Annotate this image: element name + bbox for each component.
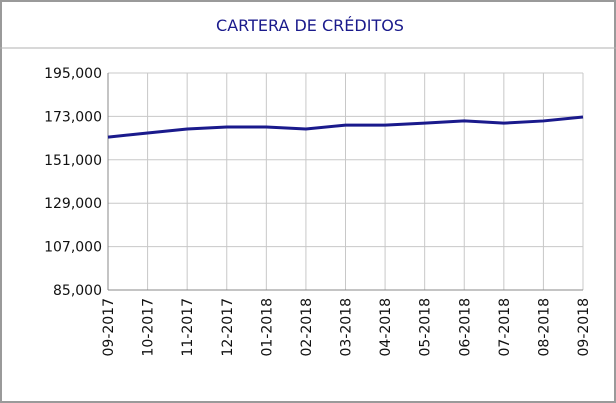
x-tick-label: 07-2018 bbox=[497, 298, 513, 357]
x-tick-label: 01-2018 bbox=[259, 298, 275, 357]
x-tick-label: 08-2018 bbox=[536, 298, 552, 357]
chart-title: CARTERA DE CRÉDITOS bbox=[216, 16, 404, 35]
x-tick-label: 03-2018 bbox=[339, 298, 355, 357]
x-tick-label: 04-2018 bbox=[378, 298, 394, 357]
x-tick-label: 02-2018 bbox=[299, 298, 315, 357]
y-tick-label: 107,000 bbox=[44, 240, 102, 256]
line-series bbox=[107, 115, 584, 139]
y-tick-label: 173,000 bbox=[44, 109, 102, 125]
y-tick-label: 129,000 bbox=[44, 196, 102, 212]
x-tick-label: 11-2017 bbox=[180, 298, 196, 357]
x-tick-label: 05-2018 bbox=[418, 298, 434, 357]
y-tick-label: 85,000 bbox=[53, 283, 102, 299]
y-tick-label: 151,000 bbox=[44, 153, 102, 169]
y-tick-label: 195,000 bbox=[44, 66, 102, 82]
x-tick-label: 12-2017 bbox=[220, 298, 236, 357]
x-tick-label: 06-2018 bbox=[457, 298, 473, 357]
x-tick-label: 10-2017 bbox=[141, 298, 157, 357]
x-tick-label: 09-2017 bbox=[101, 298, 117, 357]
x-tick-label: 09-2018 bbox=[576, 298, 592, 357]
